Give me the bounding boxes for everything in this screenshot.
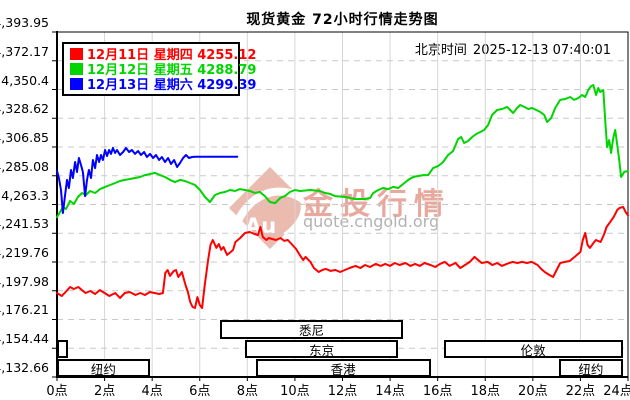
y-axis-label: 4,176.21 bbox=[0, 302, 49, 318]
session-box-stub bbox=[57, 340, 69, 358]
legend-swatch-blue bbox=[70, 77, 83, 90]
legend-row-day3: 12月13日 星期六 4299.39 bbox=[70, 76, 256, 93]
y-axis-label: 4,241.53 bbox=[0, 216, 49, 232]
page-title: 现货黄金 72小时行情走势图 bbox=[246, 12, 439, 28]
y-axis-label: 4,372.17 bbox=[0, 43, 49, 59]
x-axis-label: 16点 bbox=[422, 384, 453, 399]
session-box-纽约: 纽约 bbox=[559, 359, 623, 377]
x-axis-label: 2点 bbox=[93, 384, 116, 399]
x-axis-label: 0点 bbox=[46, 384, 68, 399]
y-axis-label: 4,328.62 bbox=[0, 101, 49, 117]
y-axis-label: 4,393.95 bbox=[0, 15, 49, 30]
legend-swatch-red bbox=[70, 47, 83, 60]
x-axis-label: 8点 bbox=[236, 384, 258, 399]
session-box-东京: 东京 bbox=[244, 340, 399, 358]
session-box-纽约: 纽约 bbox=[57, 359, 150, 377]
legend-label-day3: 12月13日 星期六 4299.39 bbox=[87, 78, 257, 93]
session-box-悉尼: 悉尼 bbox=[219, 320, 404, 339]
y-axis-label: 4,350.4 bbox=[1, 72, 49, 88]
legend-label-day2: 12月12日 星期五 4288.79 bbox=[87, 63, 257, 78]
price-line-series-1 bbox=[56, 206, 629, 309]
watermark-url: quote.cngold.org bbox=[303, 212, 440, 231]
price-line-series-2 bbox=[56, 84, 629, 219]
legend-box: 12月11日 星期四 4255.12 12月12日 星期五 4288.79 12… bbox=[62, 42, 256, 96]
legend-row-day2: 12月12日 星期五 4288.79 bbox=[70, 61, 256, 78]
y-axis-label: 4,306.85 bbox=[0, 130, 49, 145]
beijing-time-value: 2025-12-13 07:40:01 bbox=[472, 43, 611, 58]
session-box-伦敦: 伦敦 bbox=[443, 340, 623, 358]
x-axis-label: 18点 bbox=[470, 384, 501, 399]
y-axis-label: 4,132.66 bbox=[0, 360, 49, 375]
au-diamond-logo-icon: Au bbox=[229, 167, 311, 249]
y-axis-labels: 4,393.95 4,372.17 4,350.4 4,328.62 4,306.85 4… bbox=[0, 0, 52, 400]
x-axis-label: 22点 bbox=[565, 384, 596, 399]
y-axis-label: 4,263.3 bbox=[1, 187, 49, 203]
beijing-time-label: 北京时间 bbox=[414, 43, 467, 58]
x-axis-label: 14点 bbox=[375, 384, 405, 399]
y-axis-label: 4,285.08 bbox=[0, 158, 49, 174]
x-axis-label: 10点 bbox=[280, 384, 310, 399]
x-axis-label: 20点 bbox=[518, 384, 548, 399]
x-axis-label: 6点 bbox=[189, 384, 211, 399]
legend-row-day1: 12月11日 星期四 4255.12 bbox=[70, 46, 256, 63]
beijing-time: 北京时间 2025-12-13 07:40:01 bbox=[409, 39, 611, 58]
x-axis-label: 4点 bbox=[141, 384, 163, 399]
y-axis-label: 4,154.44 bbox=[0, 331, 49, 347]
session-box-香港: 香港 bbox=[255, 359, 431, 377]
y-axis-label: 4,197.98 bbox=[0, 273, 49, 289]
price-line-series-3 bbox=[56, 147, 239, 214]
legend-label-day1: 12月11日 星期四 4255.12 bbox=[87, 48, 257, 63]
x-axis-label: 24点 bbox=[603, 384, 630, 399]
x-axis-label: 12点 bbox=[327, 384, 358, 399]
legend-swatch-green bbox=[70, 62, 83, 75]
svg-text:Au: Au bbox=[245, 214, 276, 238]
y-axis-label: 4,219.76 bbox=[0, 244, 49, 260]
